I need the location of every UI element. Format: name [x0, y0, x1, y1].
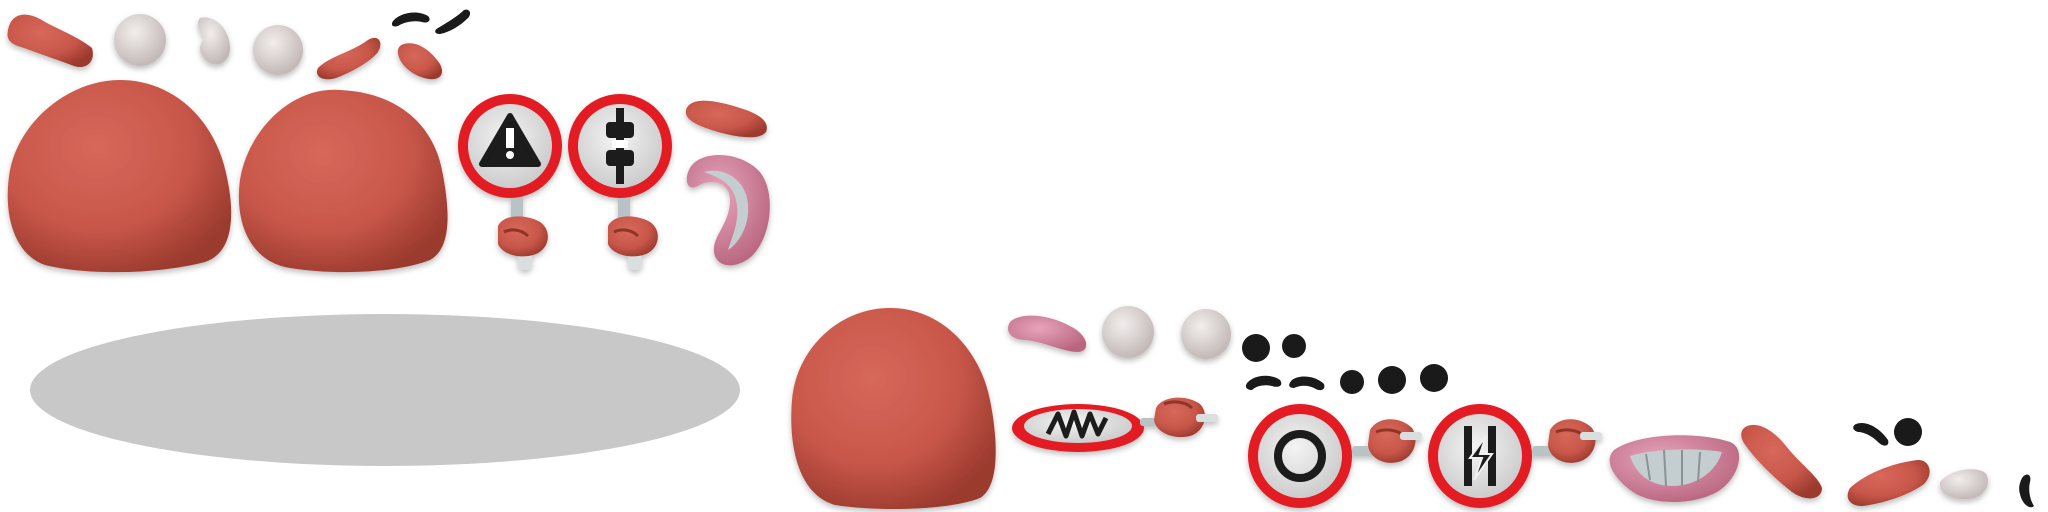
large-head-blob-sprite	[238, 89, 448, 273]
black-brow-sprite	[1289, 376, 1325, 391]
red-eyebrow-sprite	[7, 14, 93, 68]
eye-white-sprite	[1181, 309, 1231, 359]
clay-hand-sprite	[498, 216, 548, 270]
black-pupil-sprite	[1894, 418, 1922, 446]
large-head-blob-sprite	[7, 80, 232, 273]
black-brow-sprite	[391, 12, 430, 27]
black-pupil-sprite	[1242, 334, 1270, 362]
hitch-sign-sprite	[568, 94, 672, 270]
warning-sign-sprite	[458, 94, 562, 270]
clay-hand-sprite	[608, 216, 658, 270]
red-eyebrow-sprite	[1741, 424, 1822, 499]
grin-mouth-sprite	[1609, 435, 1740, 502]
large-head-blob-sprite	[791, 308, 996, 510]
black-brow-sprite	[1245, 375, 1282, 390]
eye-white-sprite	[253, 25, 303, 75]
eyelid-sprite	[1939, 469, 1989, 500]
scribble-sign-sprite	[1012, 397, 1218, 452]
lightning-icon	[1464, 426, 1496, 486]
clay-hand-sprite	[1548, 419, 1602, 463]
red-eyebrow-sprite	[397, 43, 443, 80]
ring-icon	[1274, 430, 1326, 482]
black-brow-sprite	[435, 9, 471, 34]
red-eyebrow-sprite	[316, 37, 381, 80]
black-pupil-sprite	[1340, 370, 1364, 394]
clay-hand-sprite	[1368, 419, 1422, 463]
pink-mouth-sprite	[1007, 315, 1087, 352]
clay-hand-sprite	[1154, 397, 1218, 438]
black-brow-sprite	[2019, 474, 2034, 508]
red-eyebrow-sprite	[1847, 460, 1930, 506]
eye-white-sprite	[1102, 306, 1154, 358]
eye-white-sprite	[114, 14, 166, 66]
ground-shadow-sprite	[30, 314, 740, 466]
scribble-icon	[1045, 409, 1109, 439]
lightning-sign-sprite	[1428, 404, 1602, 508]
black-pupil-sprite	[1378, 366, 1406, 394]
black-brow-sprite	[1853, 422, 1889, 446]
black-pupil-sprite	[1420, 364, 1448, 392]
red-eyebrow-sprite	[685, 100, 767, 138]
black-pupil-sprite	[1282, 334, 1306, 358]
eyelid-sprite	[197, 17, 230, 65]
pink-mouth-sprite	[686, 154, 770, 266]
hitch-icon	[606, 108, 634, 184]
ring-sign-sprite	[1248, 404, 1422, 508]
